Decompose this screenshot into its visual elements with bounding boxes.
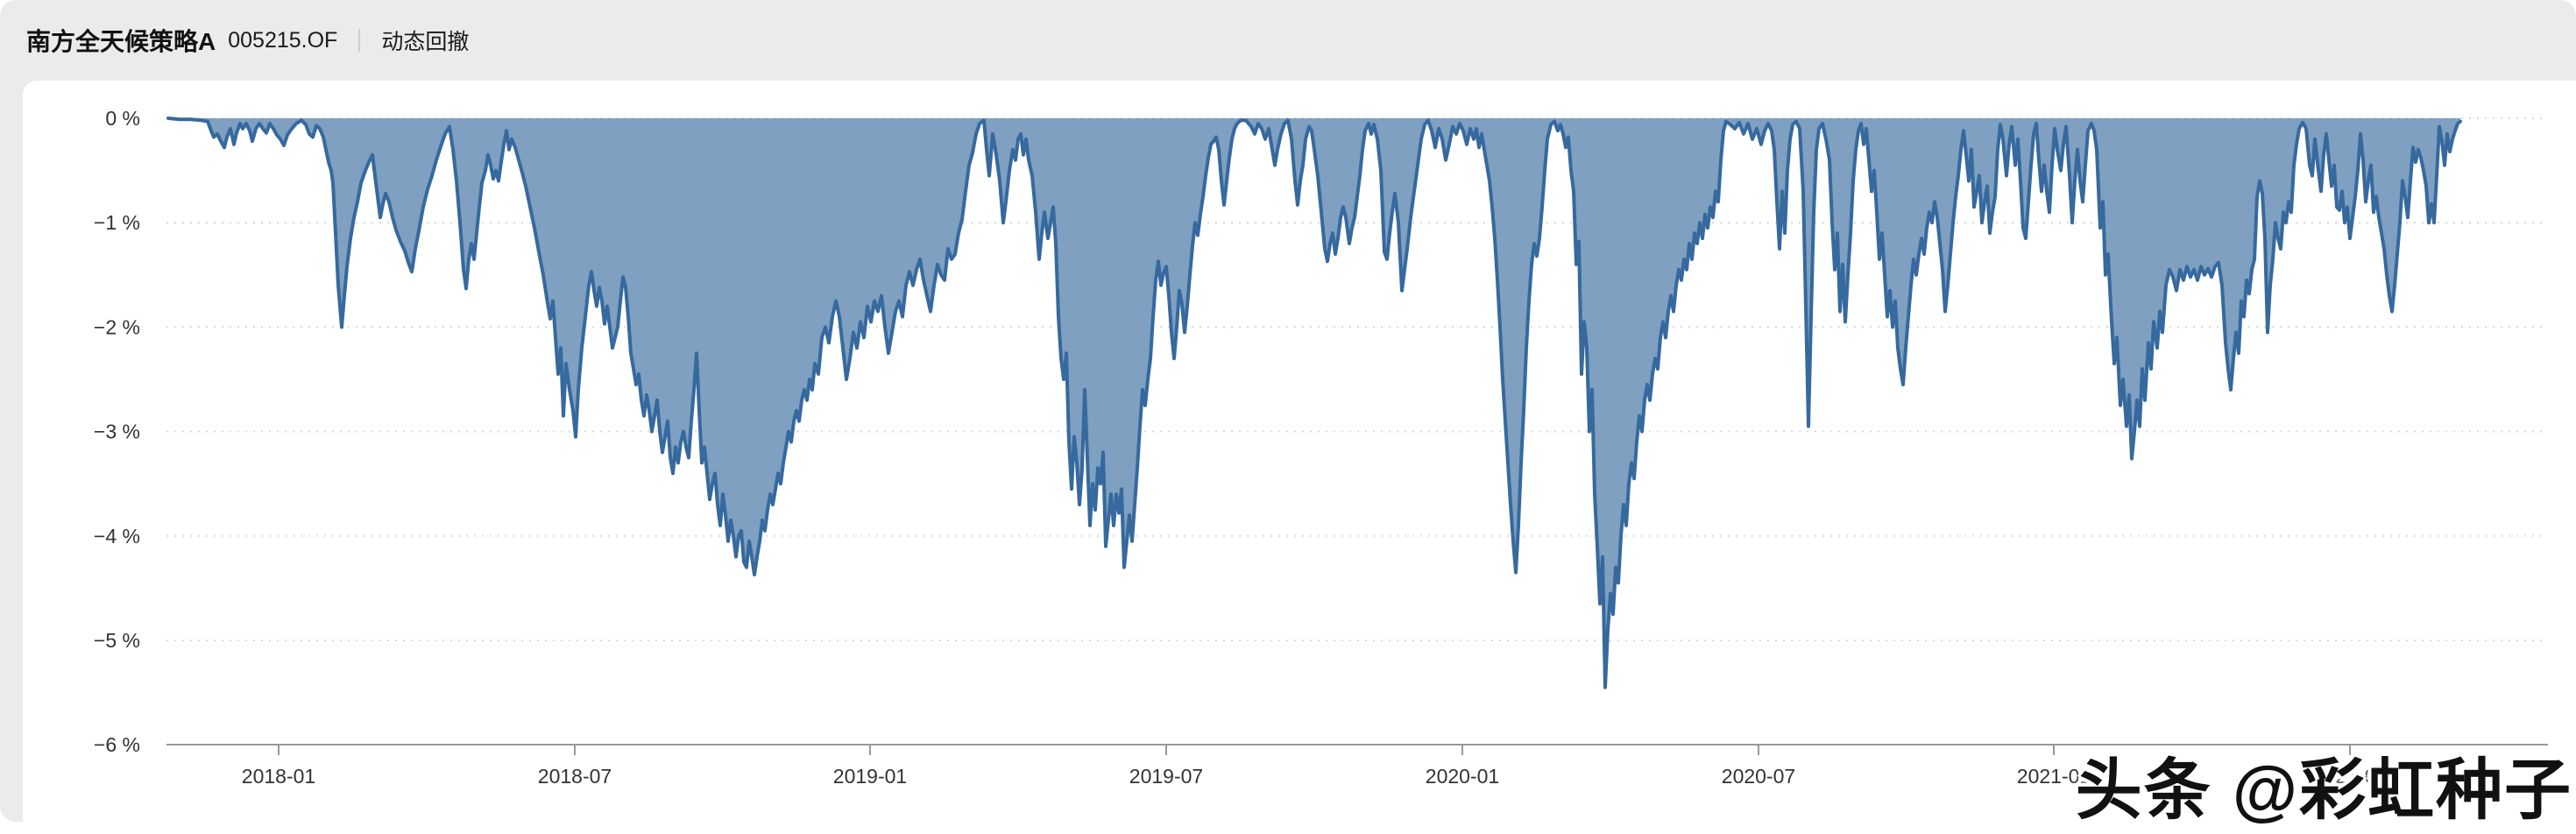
x-axis-label: 2018-07 — [538, 765, 612, 788]
x-axis-label: 2020-07 — [1722, 765, 1795, 788]
x-axis-label: 2019-07 — [1129, 765, 1203, 788]
fund-code: 005215.OF — [228, 27, 338, 53]
y-axis-label: −6 % — [94, 733, 140, 756]
drawdown-line — [166, 117, 2462, 689]
y-axis-label: −4 % — [94, 525, 140, 548]
x-axis-label: 2019-01 — [833, 765, 907, 788]
x-axis-label: 2021-01 — [2017, 765, 2091, 788]
x-axis-label: 2021-07 — [2313, 765, 2387, 788]
y-axis-label: −3 % — [94, 421, 140, 443]
y-axis-label: −1 % — [94, 211, 140, 234]
x-axis-label: 2020-01 — [1426, 765, 1499, 788]
y-axis-label: 0 % — [105, 107, 140, 130]
y-axis-label: −5 % — [94, 629, 140, 652]
header-divider — [358, 29, 361, 52]
y-axis-label: −2 % — [94, 315, 140, 338]
drawdown-area — [168, 118, 2460, 688]
chart-kind-label: 动态回撤 — [381, 30, 470, 54]
x-axis-label: 2018-01 — [242, 765, 315, 788]
header: 南方全天候策略A 005215.OF 动态回撤 — [26, 0, 469, 81]
watermark: 头条 @彩虹种子 — [2075, 753, 2572, 828]
fund-name: 南方全天候策略A — [26, 28, 216, 55]
